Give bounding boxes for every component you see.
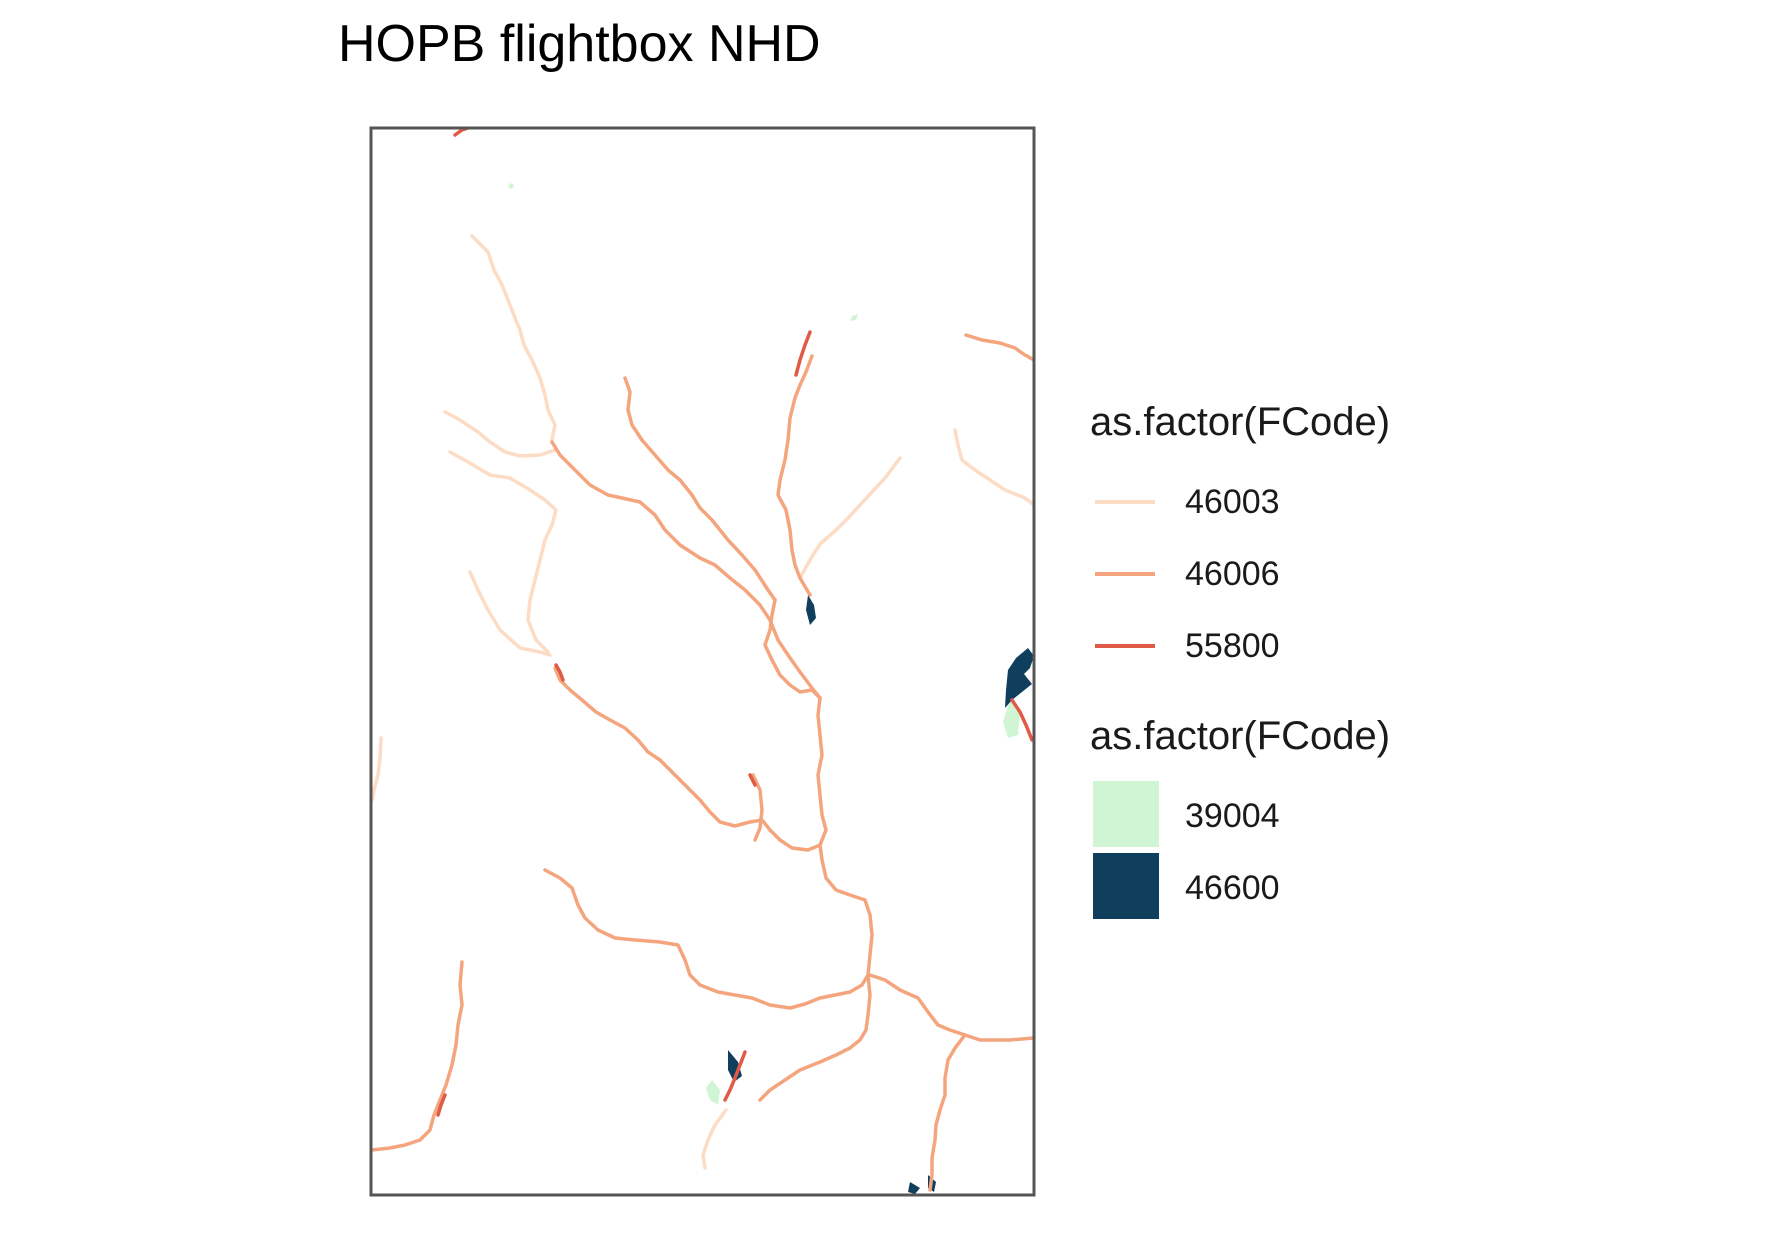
artificial-path-line (1010, 698, 1034, 742)
stream-line (623, 376, 777, 602)
stream-line (371, 960, 464, 1152)
stream-line (550, 440, 822, 700)
legend-key-55800 (1095, 644, 1155, 648)
artificial-path-line (723, 1050, 747, 1102)
artificial-path-line (748, 773, 757, 787)
stream-line (758, 843, 874, 1102)
flowlines-46003-group (371, 234, 1034, 1170)
waterbody-46600-group (728, 595, 1034, 1194)
map-frame (369, 126, 1036, 1197)
stream-line (371, 736, 383, 802)
artificial-path-line (794, 330, 812, 377)
reservoir-polygon (728, 1050, 742, 1082)
stream-line (964, 333, 1034, 362)
stream-line (543, 868, 870, 1010)
stream-line (443, 410, 557, 458)
legend-label-55800: 55800 (1185, 627, 1280, 665)
stream-line (701, 1108, 728, 1170)
reservoir-polygon (908, 1182, 920, 1194)
legend-key-39004 (1093, 781, 1159, 847)
legend-label-46003: 46003 (1185, 483, 1280, 521)
waterbody-39004-group (508, 183, 1020, 1105)
stream-line (751, 773, 764, 842)
stream-line (953, 428, 1034, 507)
stream-line (553, 666, 828, 852)
legend-key-46006 (1095, 572, 1155, 576)
stream-line (798, 456, 902, 580)
marsh-polygon (1003, 700, 1020, 738)
legend-title-lines: as.factor(FCode) (1090, 400, 1391, 444)
artificial-path-line (436, 1093, 447, 1117)
artificial-path-line (554, 663, 565, 682)
legend-label-46006: 46006 (1185, 555, 1280, 593)
legend-key-46003 (1095, 500, 1155, 504)
plot-title: HOPB flightbox NHD (338, 15, 821, 73)
marsh-polygon (508, 183, 514, 189)
legend-title-fills: as.factor(FCode) (1090, 714, 1391, 758)
legend-label-46600: 46600 (1185, 869, 1280, 907)
stream-line (448, 450, 558, 654)
stream-line (868, 973, 1034, 1042)
stream-line (928, 1033, 967, 1192)
legend-label-39004: 39004 (1185, 797, 1280, 835)
marsh-polygon (706, 1080, 720, 1105)
stream-line (468, 570, 552, 657)
reservoir-polygon (1005, 648, 1034, 708)
stream-line (763, 598, 822, 700)
reservoir-polygon (806, 595, 816, 625)
stream-line (776, 354, 814, 597)
stream-line (470, 234, 557, 442)
flowlines-46006-group (371, 333, 1034, 1192)
legend-key-46600 (1093, 853, 1159, 919)
flowlines-55800-group (436, 128, 1034, 1117)
marsh-polygon (850, 314, 858, 321)
